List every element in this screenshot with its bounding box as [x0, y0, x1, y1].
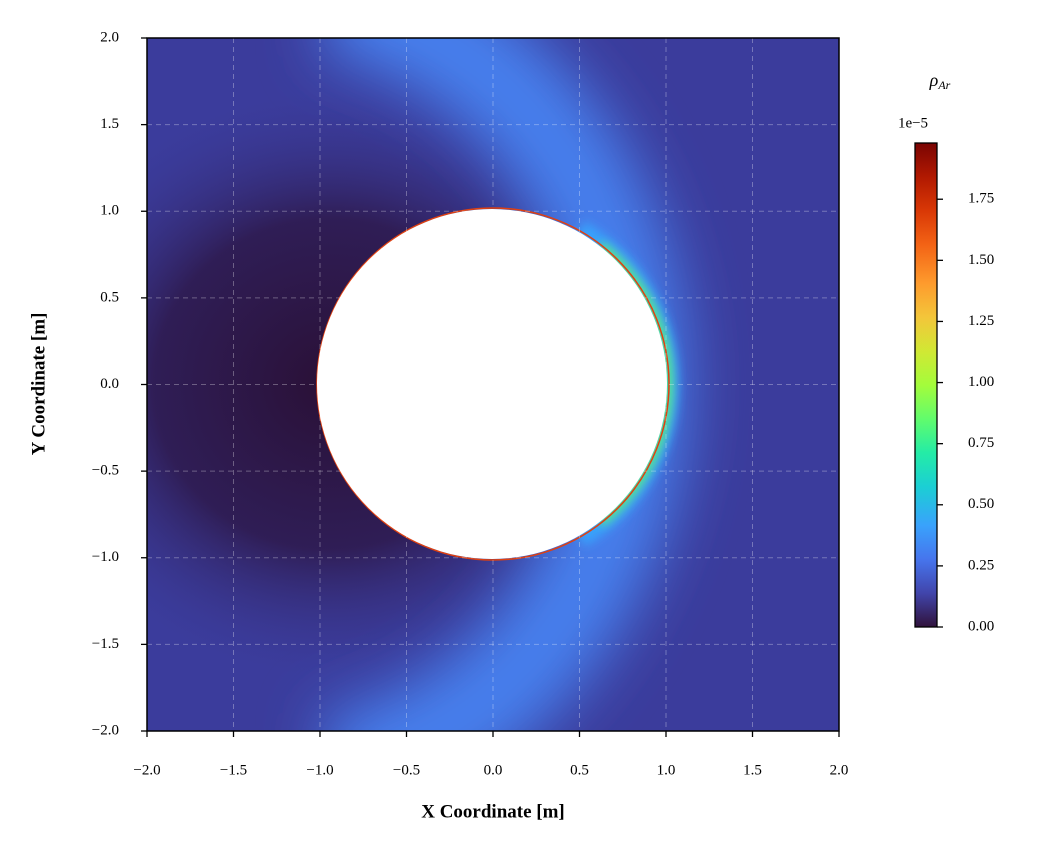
- colorbar-tick-label: 1.00: [968, 374, 994, 390]
- y-tick-label: 2.0: [100, 29, 119, 45]
- x-tick-label: 1.5: [743, 762, 762, 778]
- y-tick-label: 0.0: [100, 376, 119, 392]
- x-tick-label: −2.0: [133, 762, 160, 778]
- colorbar-tick-label: 1.75: [968, 191, 994, 207]
- x-tick-label: 1.0: [657, 762, 676, 778]
- y-tick-label: 1.0: [100, 203, 119, 219]
- x-tick-label: −1.5: [220, 762, 247, 778]
- colorbar-tick-label: 1.50: [968, 252, 994, 268]
- y-tick-label: −1.0: [92, 549, 119, 565]
- colorbar-tick-label: 0.50: [968, 496, 994, 512]
- y-tick-label: 1.5: [100, 116, 119, 132]
- colorbar-tick-label: 0.00: [968, 618, 994, 634]
- y-axis-title: Y Coordinate [m]: [28, 313, 49, 456]
- y-tick-label: −2.0: [92, 722, 119, 738]
- x-tick-label: 0.0: [484, 762, 503, 778]
- field: [147, 38, 839, 731]
- x-tick-label: −0.5: [393, 762, 420, 778]
- colorbar: [914, 142, 938, 628]
- x-axis-title: X Coordinate [m]: [421, 801, 565, 822]
- y-tick-label: −0.5: [92, 463, 119, 479]
- colorbar-symbol: ρ: [929, 70, 939, 90]
- colorbar-subscript: Ar: [937, 78, 950, 92]
- x-tick-label: −1.0: [306, 762, 333, 778]
- y-tick-label: 0.5: [100, 289, 119, 305]
- y-tick-label: −1.5: [92, 636, 119, 652]
- colorbar-tick-label: 0.75: [968, 435, 994, 451]
- colorbar-tick-label: 0.25: [968, 557, 994, 573]
- x-tick-label: 0.5: [570, 762, 589, 778]
- colorbar-tick-label: 1.25: [968, 313, 994, 329]
- x-tick-label: 2.0: [830, 762, 849, 778]
- colorbar-label: ρAr: [929, 70, 951, 92]
- colorbar-offset: 1e−5: [898, 115, 928, 131]
